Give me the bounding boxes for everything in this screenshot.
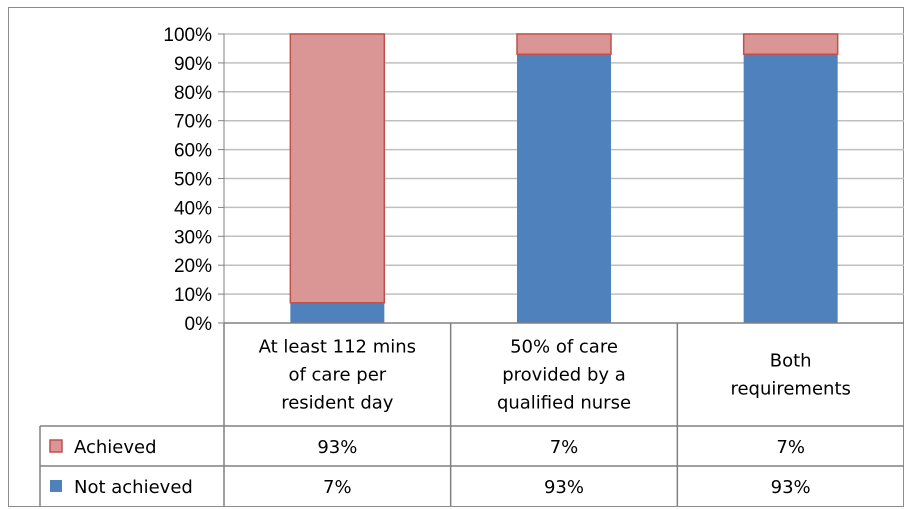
y-tick-label: 40%: [174, 198, 212, 219]
x-category-label: resident day: [281, 393, 394, 414]
y-tick-label: 70%: [174, 112, 212, 133]
legend-key-achieved: [49, 439, 63, 453]
x-category-label: 50% of care: [510, 337, 618, 358]
bar-achieved: [742, 33, 839, 55]
data-label: 93%: [317, 437, 357, 458]
x-category-label: provided by a: [502, 365, 626, 386]
data-label: 93%: [771, 477, 811, 498]
x-category-label: requirements: [730, 379, 850, 400]
legend-label: Not achieved: [74, 477, 193, 498]
y-tick-label: 80%: [174, 83, 212, 104]
x-category-label: At least 112 mins: [259, 337, 416, 358]
bar-not-achieved: [517, 54, 611, 323]
x-category-label: of care per: [288, 365, 386, 386]
y-tick-label: 90%: [174, 54, 212, 75]
y-tick-label: 0%: [185, 314, 213, 335]
y-tick-label: 100%: [163, 25, 212, 46]
bar-achieved: [289, 33, 386, 304]
y-tick-label: 10%: [174, 285, 212, 306]
y-tick-label: 60%: [174, 141, 212, 162]
bar-achieved: [516, 33, 612, 55]
y-tick-label: 20%: [174, 256, 212, 277]
data-label: 7%: [776, 437, 805, 458]
x-category-label: Both: [770, 351, 812, 372]
y-tick-label: 30%: [174, 227, 212, 248]
legend-key-not-achieved: [50, 480, 62, 492]
y-tick-label: 50%: [174, 170, 212, 191]
x-category-label: qualified nurse: [497, 393, 631, 414]
data-label: 7%: [323, 477, 352, 498]
data-label: 7%: [550, 437, 579, 458]
data-label: 93%: [544, 477, 584, 498]
bar-not-achieved: [290, 302, 385, 323]
legend-label: Achieved: [74, 437, 157, 458]
bar-not-achieved: [743, 54, 838, 323]
